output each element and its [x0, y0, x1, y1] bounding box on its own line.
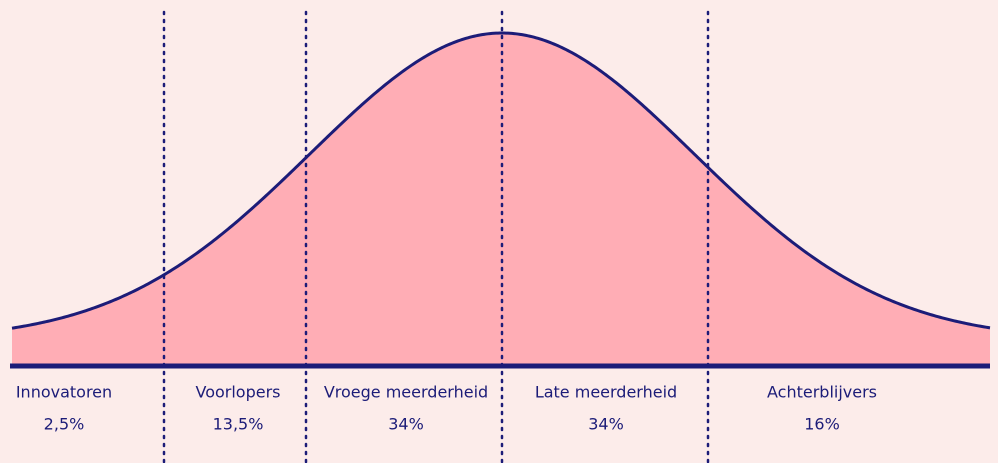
segment-share: 13,5%: [213, 415, 264, 434]
segment-name: Achterblijvers: [767, 383, 877, 402]
segment-share: 2,5%: [44, 415, 85, 434]
segment-name: Vroege meerderheid: [324, 383, 488, 402]
dividers: [162, 10, 710, 463]
segment-share: 34%: [588, 415, 624, 434]
segment-name: Voorlopers: [195, 383, 280, 402]
segment-name: Late meerderheid: [535, 383, 677, 402]
segment-share: 16%: [804, 415, 840, 434]
segment-labels: Innovatoren 2,5% Voorlopers 13,5% Vroege mee…: [16, 383, 877, 434]
segment-name: Innovatoren: [16, 383, 112, 402]
segment-share: 34%: [388, 415, 424, 434]
curve-area: [12, 33, 990, 366]
curve-line: [11, 31, 991, 330]
